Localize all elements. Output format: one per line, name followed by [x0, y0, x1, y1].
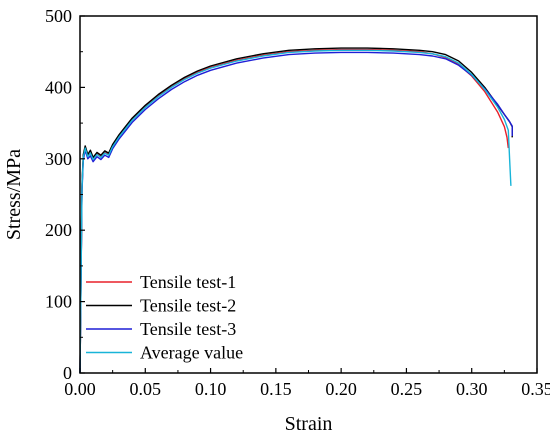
x-tick-label: 0.00 — [64, 379, 96, 399]
y-tick-label: 100 — [45, 292, 72, 312]
legend-label: Tensile test-3 — [140, 319, 236, 339]
y-tick-label: 200 — [45, 220, 72, 240]
series-line-4 — [79, 49, 512, 374]
tick-layer: 0.00 0.05 0.10 0.15 0.20 0.25 0.30 0.35 0 100 200 3… — [45, 6, 550, 399]
y-axis-title: Stress/MPa — [3, 149, 25, 240]
series-line-2 — [79, 47, 513, 374]
series-layer — [79, 47, 513, 374]
y-tick-label: 500 — [45, 6, 72, 26]
x-tick-label: 0.05 — [130, 379, 162, 399]
x-tick-label: 0.25 — [391, 379, 423, 399]
x-axis-title: Strain — [285, 413, 333, 435]
y-tick-label: 300 — [45, 149, 72, 169]
legend: Tensile test-1 Tensile test-2 Tensile test… — [86, 272, 243, 363]
x-tick-label: 0.30 — [456, 379, 488, 399]
legend-label: Average value — [140, 343, 243, 363]
x-tick-label: 0.35 — [521, 379, 550, 399]
y-tick-label: 0 — [63, 363, 72, 383]
legend-label: Tensile test-2 — [140, 296, 236, 316]
x-tick-label: 0.20 — [325, 379, 357, 399]
x-tick-label: 0.10 — [195, 379, 227, 399]
series-line-3 — [79, 51, 513, 374]
y-tick-label: 400 — [45, 77, 72, 97]
legend-label: Tensile test-1 — [140, 272, 236, 292]
x-tick-label: 0.15 — [260, 379, 292, 399]
